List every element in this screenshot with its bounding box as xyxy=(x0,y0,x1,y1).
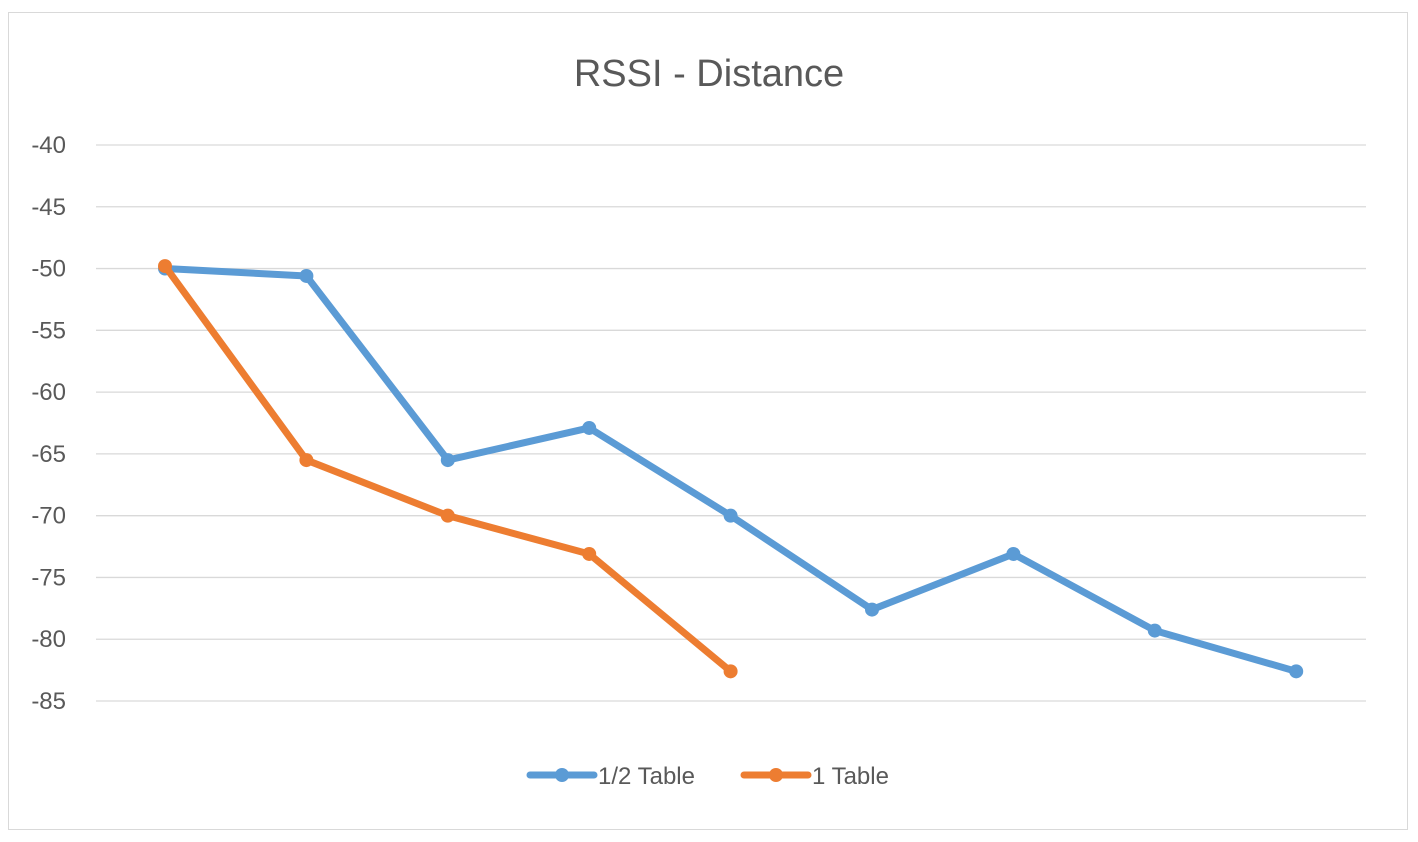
gridlines xyxy=(96,144,1366,702)
y-tick-label: -80 xyxy=(31,626,66,653)
data-point xyxy=(865,602,879,617)
legend-item: 1/2 Table xyxy=(526,763,695,790)
data-point xyxy=(440,453,455,468)
y-tick-label: -85 xyxy=(31,688,66,715)
data-point xyxy=(1289,664,1304,679)
data-point xyxy=(1147,623,1162,638)
y-tick-label: -50 xyxy=(31,256,66,283)
legend-swatch-marker xyxy=(555,768,569,782)
data-point xyxy=(1006,546,1021,561)
series-1 xyxy=(158,261,1304,679)
data-point xyxy=(299,453,314,468)
y-tick-label: -40 xyxy=(31,132,66,159)
series-line xyxy=(161,262,735,675)
data-point xyxy=(723,664,738,679)
chart-title: RSSI - Distance xyxy=(574,53,844,95)
data-point xyxy=(723,508,738,523)
data-point xyxy=(582,546,597,561)
legend-swatch-marker xyxy=(769,768,783,782)
y-tick-label: -65 xyxy=(31,441,66,468)
legend: 1/2 Table 1 Table xyxy=(526,763,889,790)
y-tick-label: -70 xyxy=(31,503,66,530)
data-point xyxy=(158,259,172,274)
data-point xyxy=(299,268,314,283)
data-point xyxy=(582,420,597,435)
legend-label: 1 Table xyxy=(812,763,889,790)
series-2 xyxy=(158,259,738,679)
y-tick-label: -75 xyxy=(31,564,66,591)
y-tick-label: -60 xyxy=(31,379,66,406)
legend-label: 1/2 Table xyxy=(598,763,695,790)
data-point xyxy=(440,508,455,523)
chart-frame xyxy=(8,12,1408,830)
series-lines xyxy=(158,259,1304,679)
legend-item: 1 Table xyxy=(740,763,889,790)
y-tick-label: -45 xyxy=(31,194,66,221)
y-axis-tick-labels: -40 -45 -50 -55 -60 -65 -70 -75 -80 -85 xyxy=(31,132,66,715)
y-tick-label: -55 xyxy=(31,317,66,344)
